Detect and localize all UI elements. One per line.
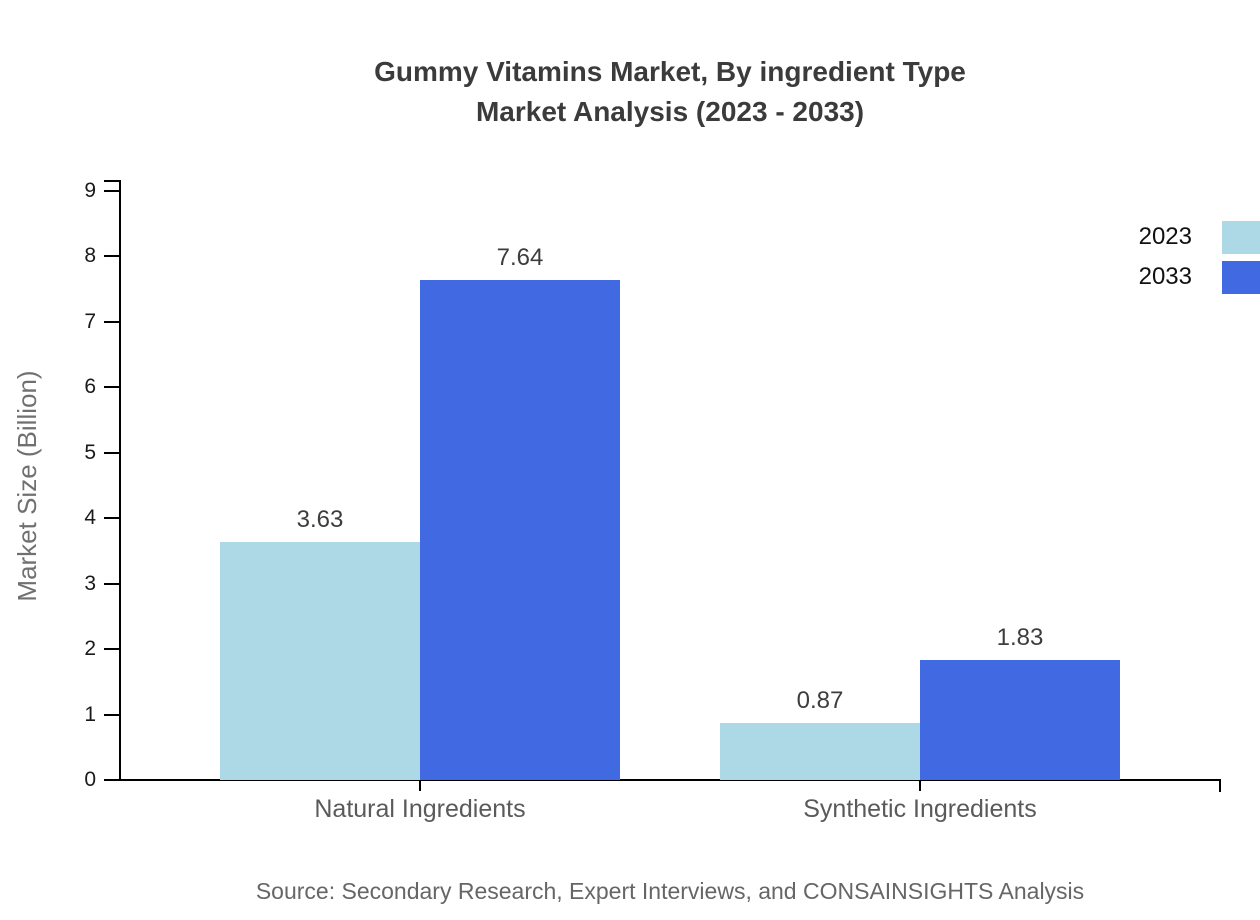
category-label: Synthetic Ingredients [803, 795, 1037, 823]
bar-value-label: 0.87 [796, 687, 844, 714]
x-tick [419, 781, 421, 791]
bar-2023-0 [220, 542, 420, 780]
x-axis-endcap [1219, 779, 1221, 792]
legend-label-2033: 2033 [1138, 263, 1192, 290]
y-tick [104, 189, 119, 192]
legend-item-2023: 2023 [1108, 220, 1260, 254]
x-tick [919, 781, 921, 791]
y-tick-label: 1 [84, 702, 96, 726]
legend-swatch-2023 [1222, 220, 1260, 254]
bar-value-label: 3.63 [296, 506, 344, 534]
y-tick [104, 517, 119, 519]
y-tick [104, 255, 119, 257]
chart-title-line2: Market Analysis (2023 - 2033) [475, 96, 865, 127]
bar-2033-1 [920, 660, 1120, 780]
bar-2033-0 [420, 279, 620, 780]
legend-label-2023: 2023 [1138, 223, 1192, 250]
chart-title: Gummy Vitamins Market, By ingredient Typ… [120, 52, 1220, 132]
y-tick-label: 2 [84, 637, 96, 660]
y-tick [104, 451, 119, 454]
y-tick [104, 713, 119, 716]
y-axis-line [119, 180, 121, 781]
y-tick [104, 386, 119, 388]
y-tick [104, 779, 119, 781]
source-note: Source: Secondary Research, Expert Inter… [255, 878, 1085, 904]
y-tick [104, 320, 119, 323]
y-tick [104, 582, 119, 585]
category-label: Natural Ingredients [314, 795, 526, 823]
bar-value-label: 7.64 [496, 243, 544, 271]
y-tick-label: 5 [84, 440, 96, 464]
y-tick-label: 4 [84, 506, 96, 529]
y-tick [104, 648, 119, 650]
y-tick-label: 3 [84, 571, 96, 595]
y-tick-label: 8 [84, 244, 96, 267]
legend-swatch-2033 [1222, 260, 1260, 294]
legend-item-2033: 2033 [1108, 260, 1260, 294]
y-tick-label: 7 [84, 309, 96, 333]
y-tick-label: 0 [84, 768, 96, 791]
y-tick-label: 6 [84, 375, 96, 398]
y-axis-endcap [104, 180, 119, 182]
x-axis-line [119, 779, 1221, 781]
y-tick-label: 9 [84, 178, 96, 202]
bar-value-label: 1.83 [996, 624, 1044, 652]
bar-2023-1 [720, 723, 920, 780]
y-axis-title: Market Size (Billion) [12, 370, 42, 602]
chart-title-line1: Gummy Vitamins Market, By ingredient Typ… [374, 56, 966, 87]
